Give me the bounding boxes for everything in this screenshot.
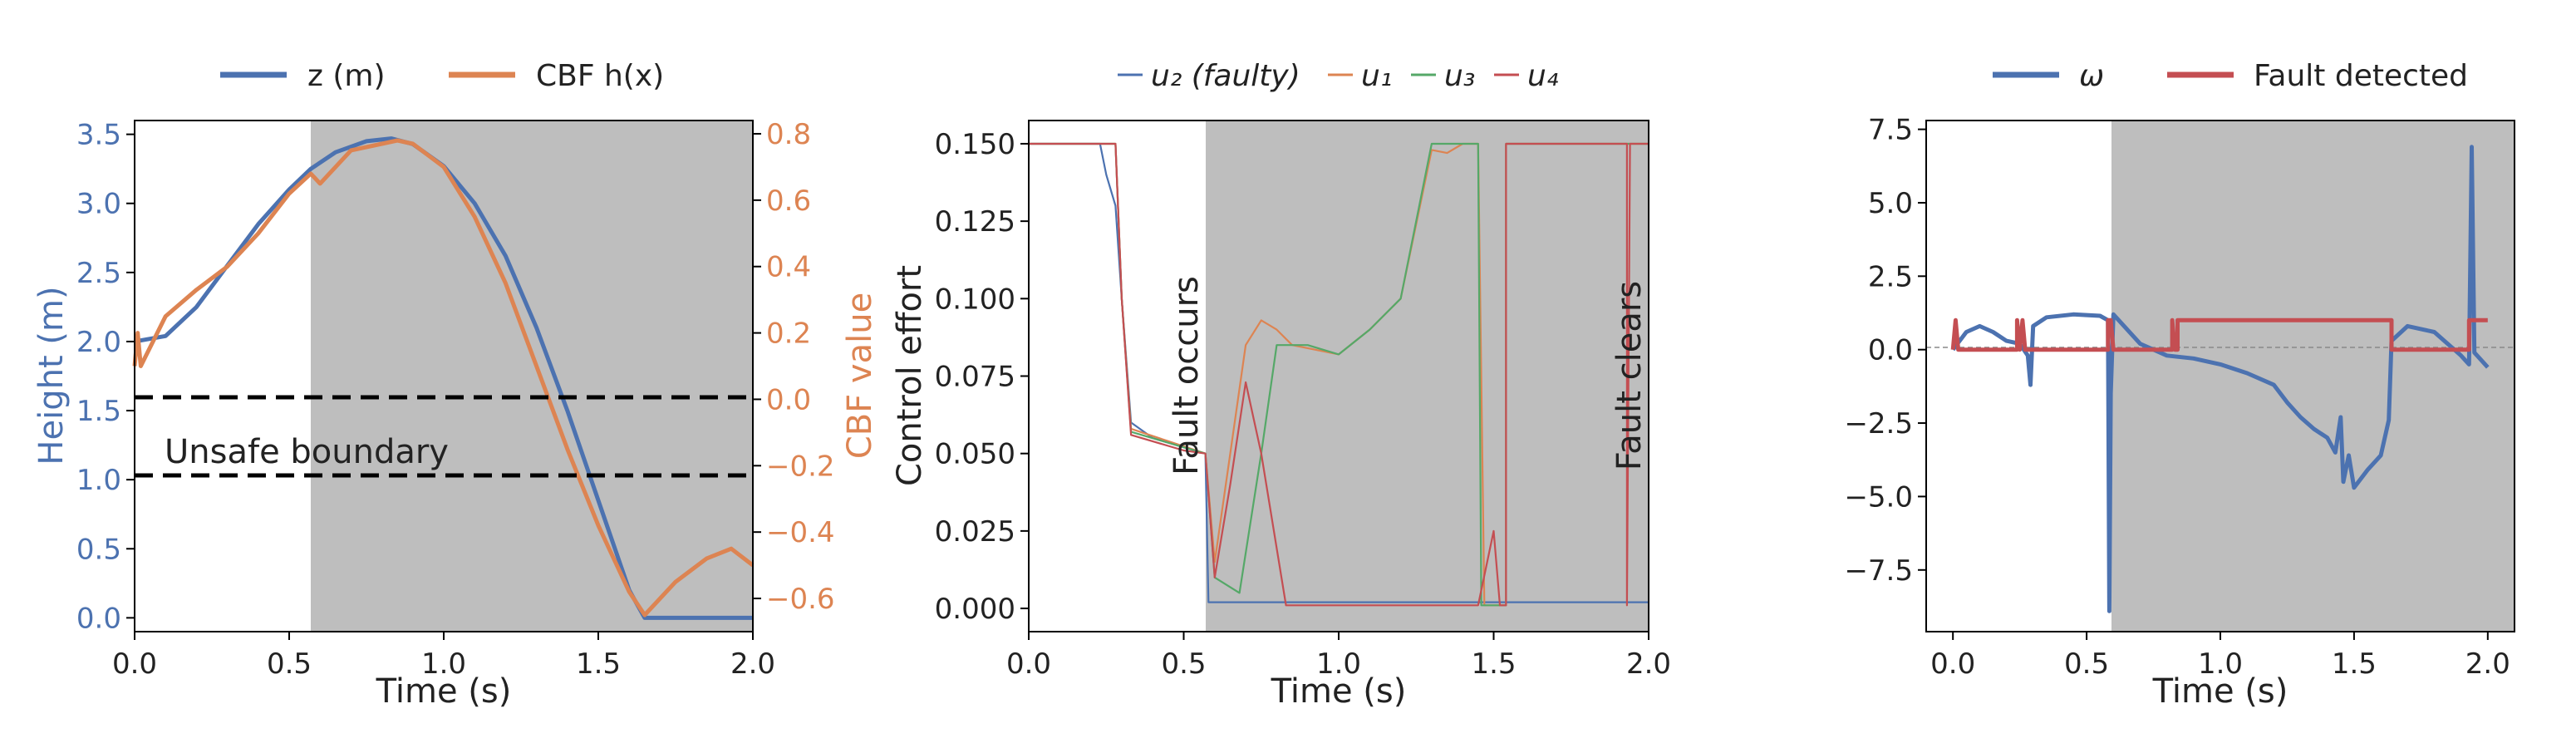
ytick-label: −5.0 [1844,480,1913,514]
panel-1-yticks: 0.0 0.5 1.0 1.5 2.0 2.5 3.0 3.5 [76,119,135,635]
ytick-label: 7.5 [1868,114,1913,147]
xtick-label: 2.0 [730,647,775,681]
legend-label-fault: Fault detected [2254,59,2468,93]
annotation-fault-occurs: Fault occurs [1168,276,1206,475]
ytick-label: 0.0 [76,602,121,635]
series-line-3-1 [1950,317,2488,352]
ytick-label: 0.125 [935,205,1015,239]
ytick-right-label: 0.2 [766,317,811,351]
xtick-label: 2.0 [1626,647,1671,681]
xtick-label: 0.5 [2064,647,2109,681]
panel-3: ω Fault detected 0.0 0.5 1.0 1.5 2.0 −7.5 −5.… [1844,59,2515,711]
ytick-right-label: 0.8 [766,118,811,151]
ytick-label: 0.5 [76,533,121,566]
ytick-right-label: 0.6 [766,185,811,218]
xtick-label: 1.5 [1471,647,1516,681]
panel-3-legend: ω Fault detected [1993,59,2468,93]
annotation-unsafe-boundary: Unsafe boundary [165,433,449,471]
ytick-label: 2.5 [1868,260,1913,293]
panel-1: z (m) CBF h(x) Unsafe boundary 0.0 0.5 1.0… [32,59,879,711]
ytick-right-label: −0.6 [766,583,835,616]
xtick-label: 2.0 [2465,647,2510,681]
ytick-label: 0.025 [935,515,1015,549]
ytick-label: −2.5 [1844,407,1913,440]
legend-label-cbf: CBF h(x) [536,59,664,93]
xtick-label: 0.5 [1161,647,1206,681]
ytick-right-label: 0.4 [766,251,811,284]
panel-3-xlabel: Time (s) [2152,672,2288,711]
ytick-right-label: −0.4 [766,516,835,549]
ytick-label: 0.000 [935,593,1015,626]
series-line-2-2 [1029,142,1649,607]
ytick-label: 3.5 [76,119,121,152]
panel-1-series [132,136,755,620]
series-line-3-0 [1951,145,2490,613]
xtick-label: 0.0 [112,647,157,681]
legend-label-u4: u₄ [1527,59,1559,93]
ytick-label: 0.050 [935,438,1015,471]
ytick-label: 3.0 [76,188,121,221]
ytick-label: 1.5 [76,395,121,428]
ytick-label: 1.0 [76,464,121,497]
panel-1-yticks-right: −0.6 −0.4 −0.2 0.0 0.2 0.4 0.6 0.8 [753,118,835,616]
xtick-label: 1.0 [421,647,466,681]
ytick-label: −7.5 [1844,554,1913,588]
panel-2-fault-region [1206,121,1649,632]
panel-1-ylabel: Height (m) [32,286,71,465]
panel-2: u₂ (faulty) u₁ u₃ u₄ Fault occurs Fault … [891,59,1671,711]
series-line-1-1 [132,138,755,618]
xtick-label: 1.5 [576,647,621,681]
ytick-label: 0.100 [935,283,1015,316]
xtick-label: 0.0 [1006,647,1051,681]
panel-2-series [1029,142,1649,607]
ytick-label: 5.0 [1868,187,1913,220]
ytick-label: 2.0 [76,326,121,359]
legend-label-u1: u₁ [1361,59,1392,93]
legend-label-u3: u₃ [1444,59,1475,93]
ytick-label: 0.150 [935,128,1015,161]
panel-1-ylabel-right: CBF value [841,293,879,459]
series-line-2-3 [1029,142,1649,607]
ytick-label: 0.0 [1868,334,1913,367]
xtick-label: 0.5 [267,647,312,681]
ytick-label: 2.5 [76,257,121,290]
legend-label-omega: ω [2079,59,2104,93]
panel-3-fault-region [2111,121,2515,632]
legend-label-u2: u₂ (faulty) [1151,59,1300,93]
annotation-fault-clears: Fault clears [1610,281,1649,470]
panel-2-legend: u₂ (faulty) u₁ u₃ u₄ [1118,59,1559,93]
ytick-label: 0.075 [935,361,1015,394]
panel-2-yticks: 0.000 0.025 0.050 0.075 0.100 0.125 0.150 [935,128,1029,626]
panel-1-fault-region [311,121,753,632]
panel-1-xticks: 0.0 0.5 1.0 1.5 2.0 [112,632,775,681]
xtick-label: 1.0 [2198,647,2243,681]
ytick-right-label: 0.0 [766,383,811,416]
xtick-label: 1.5 [2332,647,2377,681]
panel-1-xlabel: Time (s) [376,672,512,711]
panel-2-xticks: 0.0 0.5 1.0 1.5 2.0 [1006,632,1671,681]
panel-2-ylabel: Control effort [891,265,929,486]
xtick-label: 0.0 [1930,647,1975,681]
legend-label-z: z (m) [307,59,386,93]
panel-3-series [1950,145,2490,613]
panel-1-legend: z (m) CBF h(x) [220,59,664,93]
panel-3-yticks: −7.5 −5.0 −2.5 0.0 2.5 5.0 7.5 [1844,114,1926,588]
xtick-label: 1.0 [1316,647,1361,681]
panel-2-xlabel: Time (s) [1271,672,1407,711]
ytick-right-label: −0.2 [766,450,835,483]
panel-3-xticks: 0.0 0.5 1.0 1.5 2.0 [1930,632,2510,681]
